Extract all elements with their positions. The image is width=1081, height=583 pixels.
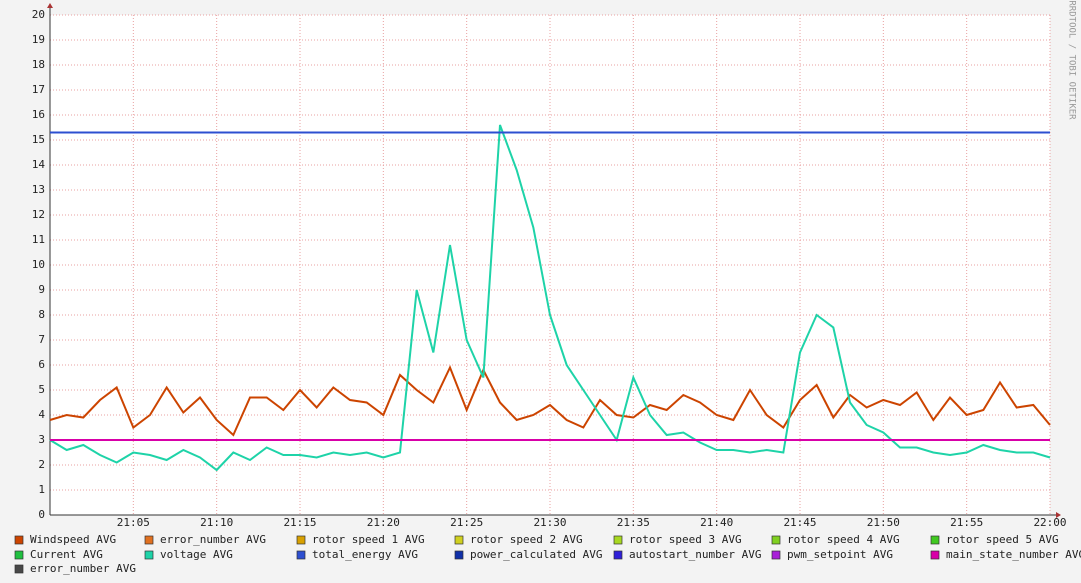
y-tick-label: 15 [32, 133, 45, 146]
legend-swatch [14, 535, 24, 545]
y-tick-label: 19 [32, 33, 45, 46]
series-line [49, 364, 1051, 437]
legend-swatch [771, 535, 781, 545]
legend-swatch [613, 535, 623, 545]
legend-label: Windspeed AVG [30, 533, 116, 546]
legend-swatch [144, 535, 154, 545]
x-tick-label: 21:45 [783, 516, 816, 529]
y-tick-label: 1 [38, 483, 45, 496]
legend-label: main_state_number AVG [946, 548, 1081, 561]
axis-arrow [47, 3, 53, 8]
y-tick-label: 16 [32, 108, 45, 121]
y-tick-label: 17 [32, 83, 45, 96]
y-tick-label: 0 [38, 508, 45, 521]
y-tick-label: 5 [38, 383, 45, 396]
legend-label: total_energy AVG [312, 548, 418, 561]
x-tick-label: 21:30 [533, 516, 566, 529]
y-tick-label: 7 [38, 333, 45, 346]
legend-label: voltage AVG [160, 548, 233, 561]
y-tick-label: 10 [32, 258, 45, 271]
legend-label: rotor speed 1 AVG [312, 533, 425, 546]
legend-swatch [296, 550, 306, 560]
y-tick-label: 4 [38, 408, 45, 421]
legend-label: rotor speed 2 AVG [470, 533, 583, 546]
x-tick-label: 21:15 [283, 516, 316, 529]
x-tick-label: 21:05 [117, 516, 150, 529]
x-tick-label: 21:35 [617, 516, 650, 529]
legend-label: autostart_number AVG [629, 548, 761, 561]
y-tick-label: 3 [38, 433, 45, 446]
x-tick-label: 21:40 [700, 516, 733, 529]
legend-swatch [454, 535, 464, 545]
x-tick-label: 21:10 [200, 516, 233, 529]
legend-label: Current AVG [30, 548, 103, 561]
y-tick-label: 18 [32, 58, 45, 71]
legend-swatch [930, 535, 940, 545]
legend-swatch [454, 550, 464, 560]
y-tick-label: 13 [32, 183, 45, 196]
y-tick-label: 9 [38, 283, 45, 296]
legend-swatch [613, 550, 623, 560]
y-tick-label: 20 [32, 8, 45, 21]
x-tick-label: 21:20 [367, 516, 400, 529]
x-tick-label: 21:50 [867, 516, 900, 529]
y-tick-label: 2 [38, 458, 45, 471]
legend-label: power_calculated AVG [470, 548, 602, 561]
legend-swatch [930, 550, 940, 560]
y-tick-label: 6 [38, 358, 45, 371]
y-tick-label: 8 [38, 308, 45, 321]
legend-label: rotor speed 4 AVG [787, 533, 900, 546]
legend-swatch [296, 535, 306, 545]
x-tick-label: 21:55 [950, 516, 983, 529]
series-line [49, 124, 1051, 472]
legend-swatch [14, 550, 24, 560]
y-tick-label: 14 [32, 158, 46, 171]
legend-label: error_number AVG [160, 533, 266, 546]
legend-label: rotor speed 5 AVG [946, 533, 1059, 546]
axis-arrow [1056, 512, 1061, 518]
x-tick-label: 21:25 [450, 516, 483, 529]
x-tick-label: 22:00 [1033, 516, 1066, 529]
legend-swatch [14, 564, 24, 574]
legend-swatch [144, 550, 154, 560]
legend-swatch [771, 550, 781, 560]
legend-label: pwm_setpoint AVG [787, 548, 893, 561]
legend-label: rotor speed 3 AVG [629, 533, 742, 546]
y-tick-label: 11 [32, 233, 45, 246]
watermark: RRDTOOL / TOBI OETIKER [1067, 0, 1077, 120]
y-tick-label: 12 [32, 208, 45, 221]
legend-label: error_number AVG [30, 562, 136, 575]
